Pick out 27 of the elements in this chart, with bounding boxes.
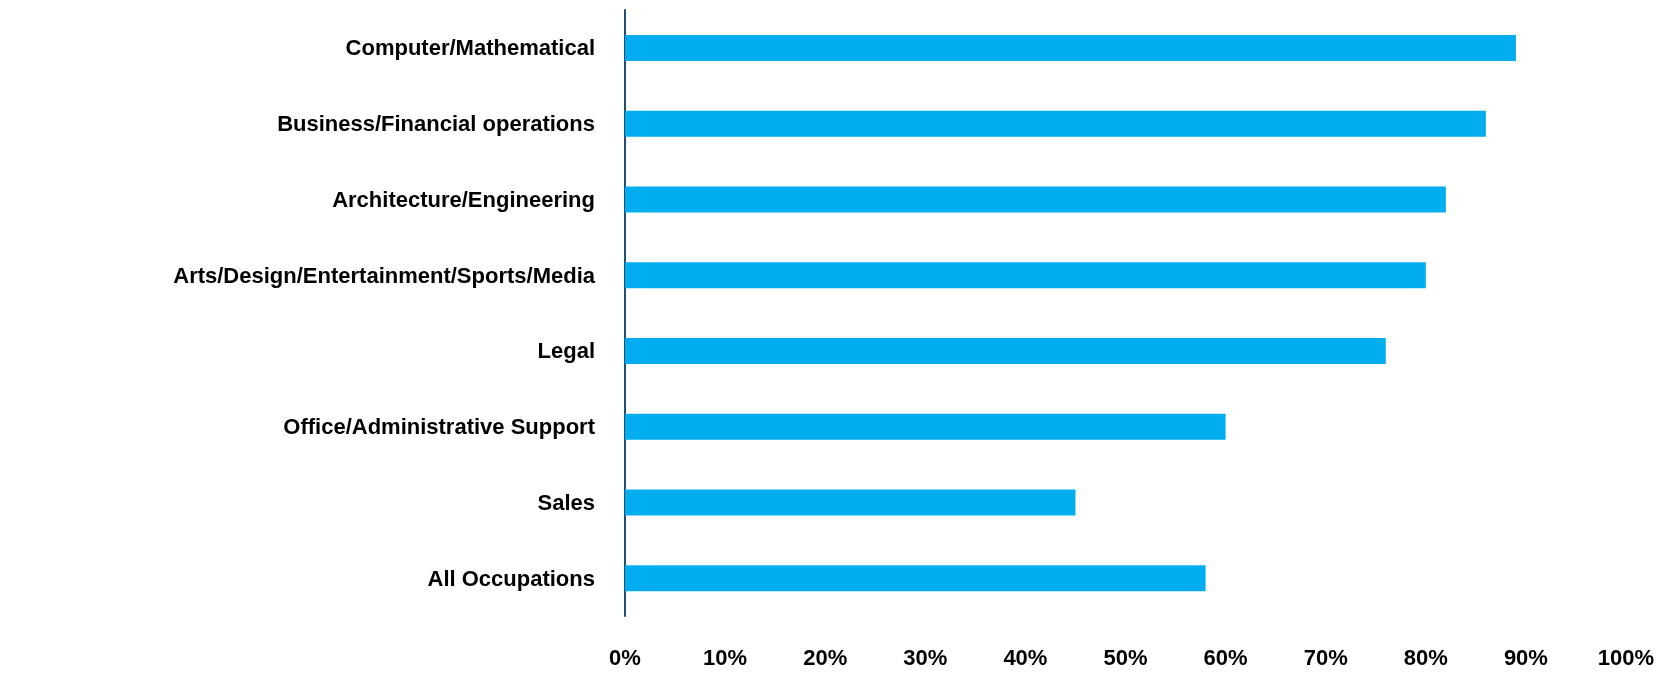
bar bbox=[625, 413, 1226, 440]
y-tick-label: Legal bbox=[537, 338, 595, 364]
y-tick-label: Computer/Mathematical bbox=[345, 35, 595, 61]
x-tick-label: 50% bbox=[1103, 644, 1148, 670]
x-tick-label: 100% bbox=[1597, 644, 1655, 670]
x-tick-label: 20% bbox=[803, 644, 848, 670]
bar bbox=[625, 337, 1386, 364]
bar bbox=[625, 186, 1446, 213]
x-tick-label: 10% bbox=[703, 644, 748, 670]
bar bbox=[625, 34, 1516, 61]
y-tick-label: All Occupations bbox=[427, 565, 595, 591]
x-tick-label: 30% bbox=[903, 644, 948, 670]
x-tick-label: 80% bbox=[1403, 644, 1448, 670]
bar bbox=[625, 110, 1486, 137]
y-tick-label: Sales bbox=[537, 489, 595, 515]
x-tick-label: 0% bbox=[609, 644, 641, 670]
y-tick-label: Office/Administrative Support bbox=[283, 414, 596, 440]
y-tick-label: Architecture/Engineering bbox=[332, 186, 595, 212]
bar bbox=[625, 262, 1426, 289]
x-tick-label: 60% bbox=[1203, 644, 1248, 670]
y-tick-label: Arts/Design/Entertainment/Sports/Media bbox=[173, 262, 596, 288]
x-tick-label: 90% bbox=[1503, 644, 1548, 670]
x-tick-label: 70% bbox=[1303, 644, 1348, 670]
bar bbox=[625, 489, 1076, 516]
x-tick-label: 40% bbox=[1003, 644, 1048, 670]
bar bbox=[625, 565, 1206, 592]
y-tick-label: Business/Financial operations bbox=[277, 111, 595, 137]
